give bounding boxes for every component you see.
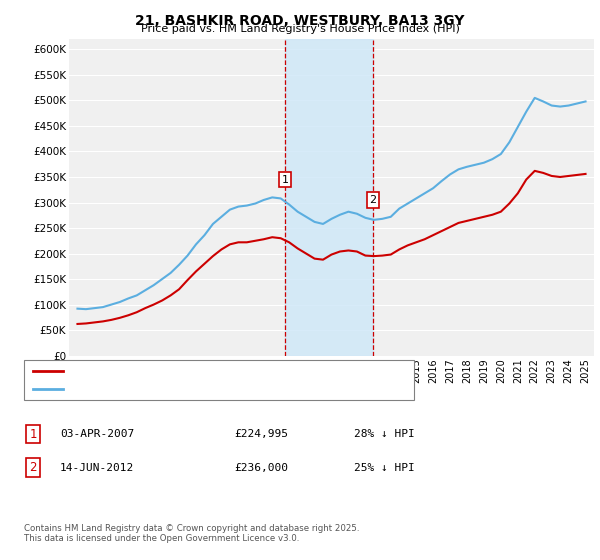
Text: 14-JUN-2012: 14-JUN-2012 [60,463,134,473]
Text: 28% ↓ HPI: 28% ↓ HPI [354,429,415,439]
Text: 21, BASHKIR ROAD, WESTBURY, BA13 3GY: 21, BASHKIR ROAD, WESTBURY, BA13 3GY [135,14,465,28]
Text: HPI: Average price, detached house, Wiltshire: HPI: Average price, detached house, Wilt… [69,384,308,394]
Text: 2: 2 [29,461,37,474]
Text: 25% ↓ HPI: 25% ↓ HPI [354,463,415,473]
Text: 21, BASHKIR ROAD, WESTBURY, BA13 3GY (detached house): 21, BASHKIR ROAD, WESTBURY, BA13 3GY (de… [69,366,385,376]
Text: 2: 2 [370,195,377,205]
Text: 1: 1 [29,427,37,441]
Text: Contains HM Land Registry data © Crown copyright and database right 2025.
This d: Contains HM Land Registry data © Crown c… [24,524,359,543]
Bar [285,39,373,356]
Text: 03-APR-2007: 03-APR-2007 [60,429,134,439]
Text: 1: 1 [281,175,289,185]
Text: £224,995: £224,995 [234,429,288,439]
Text: Price paid vs. HM Land Registry's House Price Index (HPI): Price paid vs. HM Land Registry's House … [140,24,460,34]
Text: £236,000: £236,000 [234,463,288,473]
